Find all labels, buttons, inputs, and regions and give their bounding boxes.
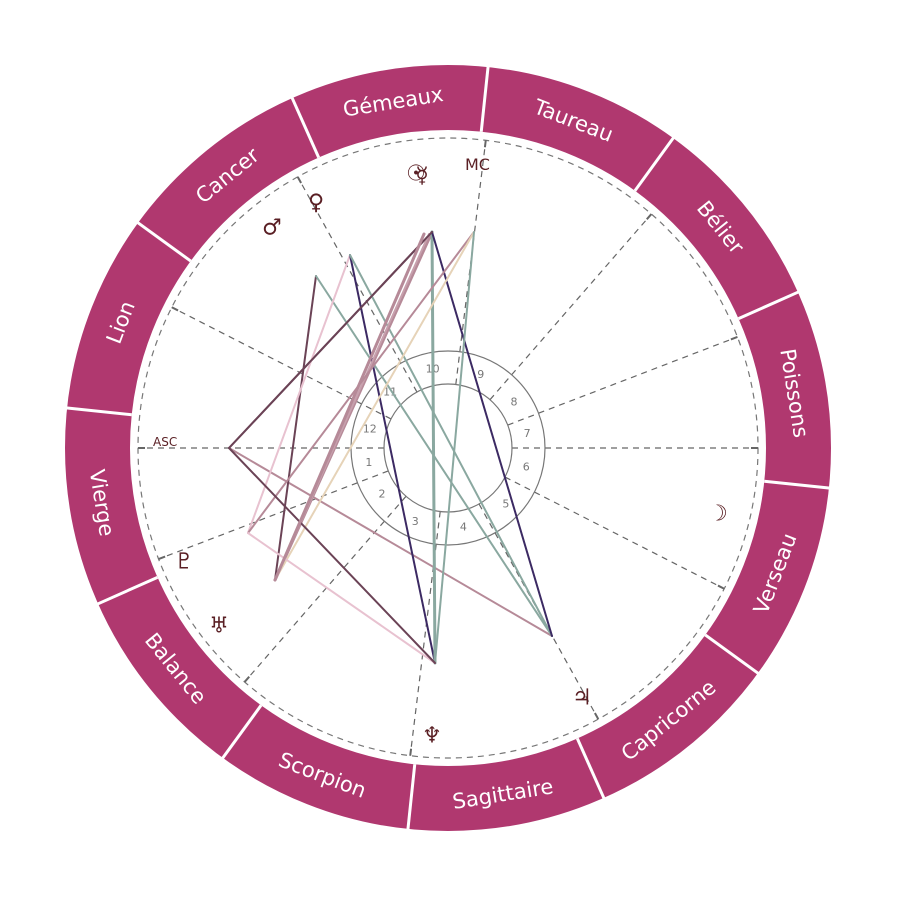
ring-band: [65, 65, 831, 831]
house-cusp-line: [409, 511, 441, 756]
house-number: 5: [502, 497, 509, 510]
sign-divider: [136, 221, 192, 263]
house-cusp-line: [489, 213, 652, 401]
aspect-lines: [228, 230, 553, 665]
house-number: 1: [365, 456, 372, 469]
pluto-icon: ♇: [174, 550, 194, 575]
sign-divider: [479, 65, 490, 132]
house-number: 8: [510, 395, 517, 408]
moon-icon: ☽: [708, 502, 728, 527]
aspect-line: [349, 254, 553, 637]
house-number: 4: [460, 521, 467, 534]
sign-divider: [65, 406, 132, 417]
mars-icon: ♂: [262, 216, 282, 241]
house-number: 9: [477, 368, 484, 381]
aspect-line: [228, 231, 433, 449]
sign-divider: [737, 290, 800, 321]
sign-divider: [633, 136, 675, 192]
aspect-line: [430, 230, 437, 665]
aspect-line: [274, 231, 475, 581]
aspect-line: [274, 275, 317, 581]
house-cusp-line: [507, 336, 738, 426]
aspect-line: [434, 231, 475, 664]
uranus-icon: ♅: [209, 614, 229, 639]
house-cusp-lines: [138, 140, 758, 756]
house-number: 2: [379, 488, 386, 501]
sign-divider: [575, 737, 606, 800]
aspect-line: [228, 447, 436, 664]
sign-divider: [96, 575, 159, 606]
house-cusp-line: [158, 470, 389, 560]
zodiac-ring: Gémeaux TaureauBélierPoissonsVerseauCapri…: [65, 65, 831, 831]
aspect-line: [273, 232, 426, 582]
sun-mercury-node-icon: ☉: [406, 162, 426, 187]
axis-labels: ASC MC: [153, 155, 490, 449]
aspect-line: [349, 254, 436, 664]
sign-divider: [764, 479, 831, 490]
mc-label: MC: [465, 155, 490, 174]
house-cusp-line: [504, 476, 725, 590]
jupiter-icon: ♃: [572, 686, 592, 711]
asc-label: ASC: [153, 435, 177, 449]
house-number: 12: [363, 423, 377, 436]
house-cusp-line: [244, 495, 407, 683]
house-number: 3: [412, 515, 419, 528]
neptune-icon: ♆: [422, 724, 442, 749]
house-number: 6: [523, 460, 530, 473]
planet-glyphs: ☉☿ ♀ ♂ ☽ ♇ ♅ ♃ ♆: [174, 162, 728, 749]
aspect-line: [431, 231, 553, 637]
house-number: 7: [524, 427, 531, 440]
house-cusp-line: [297, 176, 418, 393]
aspect-line: [247, 532, 436, 664]
sign-divider: [221, 704, 263, 760]
aspect-line: [228, 447, 553, 637]
house-cusp-line: [171, 306, 392, 420]
sign-divider: [406, 764, 417, 831]
venus-icon: ♀: [308, 191, 324, 216]
mercury-icon: ☿: [415, 164, 429, 189]
sign-divider: [704, 633, 760, 675]
sign-divider: [290, 96, 321, 159]
